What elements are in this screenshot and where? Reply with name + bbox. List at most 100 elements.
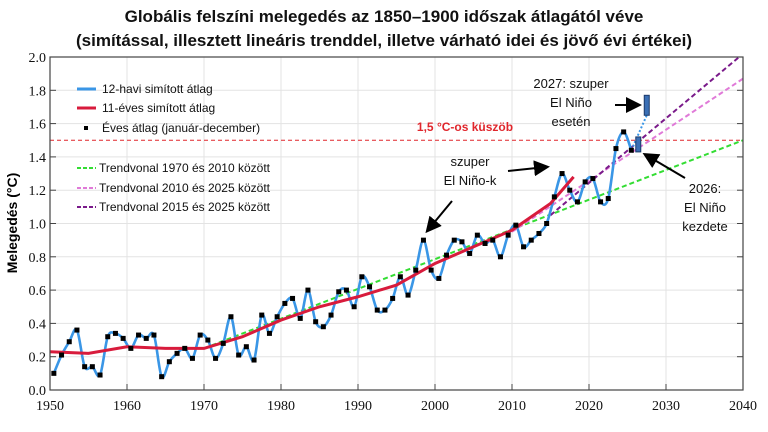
annual-point: [628, 147, 634, 153]
annual-point: [89, 364, 95, 370]
annotation-2026-line2: El Niño: [684, 200, 726, 215]
annual-point: [82, 364, 88, 370]
annual-point: [197, 332, 203, 338]
annual-point: [220, 340, 226, 346]
annual-point: [266, 330, 272, 336]
annual-point: [251, 357, 257, 363]
arrow-2026: [642, 152, 686, 179]
x-tick-label: 2010: [498, 399, 526, 414]
annual-point: [290, 295, 296, 301]
annual-point: [467, 250, 473, 256]
annual-point: [305, 287, 311, 293]
x-tick-label: 2000: [421, 399, 449, 414]
annotation-2027-line3: esetén: [551, 114, 590, 129]
annual-point: [459, 239, 465, 245]
annual-point: [405, 292, 411, 298]
y-tick-label: 1.6: [29, 118, 47, 133]
annotation-2026-line3: kezdete: [682, 219, 728, 234]
annual-point: [336, 289, 342, 295]
x-tick-label: 1950: [36, 399, 64, 414]
y-tick-label: 1.8: [29, 84, 47, 99]
x-tick-label: 1980: [267, 399, 295, 414]
trend-line: [511, 77, 744, 233]
x-tick-label: 2040: [729, 399, 757, 414]
y-tick-label: 0.6: [29, 284, 47, 299]
y-tick-label: 1.2: [29, 184, 47, 199]
legend-swatch-annual: [84, 126, 88, 130]
annotation-super-el-nino: szuper El Niño-k: [425, 154, 550, 234]
annual-point: [521, 244, 527, 250]
annual-point: [112, 330, 118, 336]
arrow-2016: [507, 160, 550, 177]
annual-point: [297, 315, 303, 321]
annual-point: [320, 324, 326, 330]
annual-point: [128, 345, 134, 351]
legend-trend-1970: Trendvonal 1970 és 2010 között: [99, 161, 271, 175]
annual-point: [413, 267, 419, 273]
series-11-year: [49, 175, 575, 355]
y-tick-label: 1.4: [29, 151, 47, 166]
series-12-month: [52, 130, 633, 379]
annual-point: [236, 352, 242, 358]
annual-point: [59, 352, 65, 358]
annual-point: [243, 344, 249, 350]
annual-point: [605, 196, 611, 202]
annotation-2027: 2027: szuper El Niño esetén: [533, 76, 642, 129]
annual-point: [567, 187, 573, 193]
annual-point: [397, 274, 403, 280]
annotation-2027-line2: El Niño: [550, 95, 592, 110]
y-tick-label: 2.0: [29, 51, 47, 66]
projection-bar: [643, 94, 650, 116]
annual-point: [536, 230, 542, 236]
annual-point: [151, 332, 157, 338]
y-tick-label: 0.8: [29, 251, 47, 266]
annual-point: [328, 312, 334, 318]
annotation-super-line1: szuper: [450, 154, 490, 169]
annual-point: [590, 176, 596, 182]
annual-point: [213, 355, 219, 361]
annual-point: [482, 240, 488, 246]
x-tick-label: 2030: [652, 399, 680, 414]
legend: 12-havi simított átlag 11-éves simított …: [77, 82, 271, 214]
annotation-2026-line1: 2026:: [689, 181, 722, 196]
annual-point: [343, 287, 349, 293]
tick-labels: 1950 1960 1970 1980 1990 2000 2010 2020 2030 2040…: [29, 51, 758, 414]
plot-frame: [49, 56, 744, 391]
annual-point: [621, 129, 627, 135]
annotation-2026: 2026: El Niño kezdete: [642, 152, 728, 234]
y-tick-label: 0.4: [29, 317, 47, 332]
annual-point: [97, 372, 103, 378]
y-tick-label: 1.0: [29, 218, 47, 233]
annual-point: [367, 284, 373, 290]
annual-point: [182, 345, 188, 351]
annual-point: [159, 374, 165, 380]
annual-point: [436, 275, 442, 281]
annual-point: [613, 146, 619, 152]
annual-point: [74, 327, 80, 333]
annual-point: [66, 339, 72, 345]
annual-point: [120, 335, 126, 341]
annual-point: [136, 332, 142, 338]
annual-point: [582, 179, 588, 185]
legend-annual: Éves átlag (január-december): [102, 120, 260, 135]
annual-point: [497, 254, 503, 260]
x-tick-label: 1990: [344, 399, 372, 414]
legend-trend-2015: Trendvonal 2015 és 2025 között: [99, 200, 271, 214]
chart-title: Globális felszíni melegedés az 1850–1900…: [125, 7, 644, 26]
legend-12-month: 12-havi simított átlag: [102, 82, 213, 96]
annual-point: [474, 232, 480, 238]
annual-point: [189, 355, 195, 361]
annual-point: [274, 314, 280, 320]
legend-trend-2010: Trendvonal 2010 és 2025 között: [99, 181, 271, 195]
annual-point: [351, 304, 357, 310]
annual-point: [259, 312, 265, 318]
annual-point: [313, 319, 319, 325]
arrow-1998: [425, 200, 453, 234]
annual-point: [205, 337, 211, 343]
annual-point: [390, 295, 396, 301]
annual-point: [105, 334, 111, 340]
y-tick-label: 0.0: [29, 384, 47, 399]
annual-point: [513, 222, 519, 228]
chart-subtitle: (simítással, illesztett lineáris trendde…: [76, 31, 692, 50]
annual-point: [174, 350, 180, 356]
